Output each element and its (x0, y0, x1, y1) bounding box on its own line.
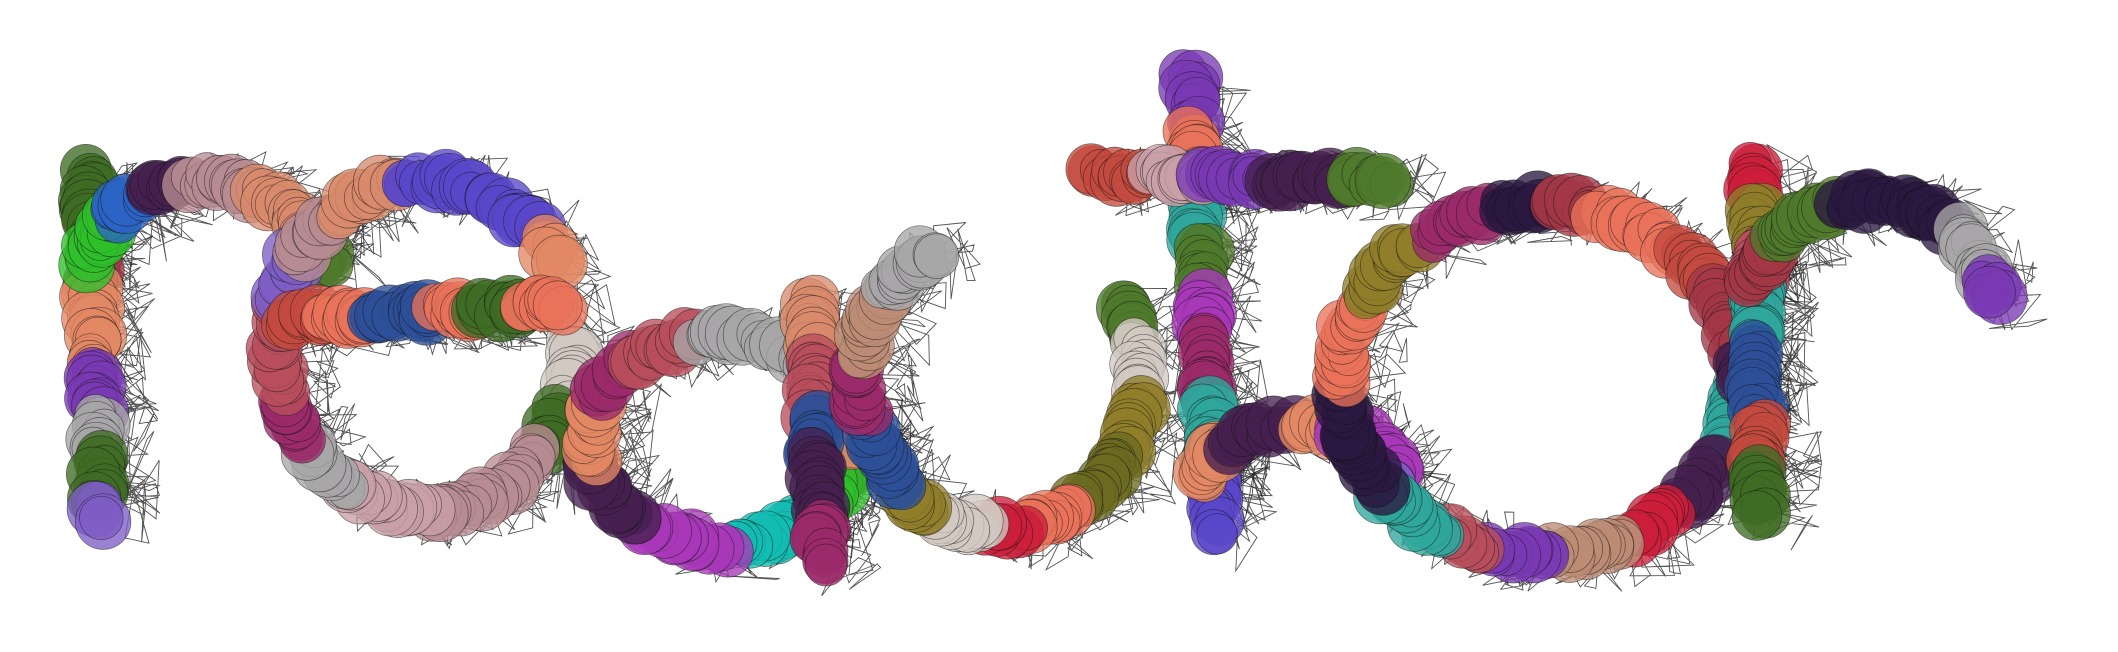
bead (1731, 490, 1783, 541)
bead (1196, 513, 1238, 555)
bead (1354, 152, 1411, 209)
letter-r2-arch (1723, 168, 2028, 325)
letter-a-stem (779, 274, 851, 587)
letter-c-arc (828, 225, 1171, 560)
letter-e-bar (261, 274, 588, 351)
letter-e-loop (245, 148, 604, 542)
bead (79, 495, 124, 541)
letter-t-bar (1065, 143, 1414, 212)
bead (532, 280, 583, 331)
bead (913, 233, 960, 279)
letter-t-stem (1158, 49, 1245, 556)
bead (1963, 265, 2016, 319)
colored-bead-strokes (58, 49, 2028, 587)
bead (804, 543, 848, 587)
